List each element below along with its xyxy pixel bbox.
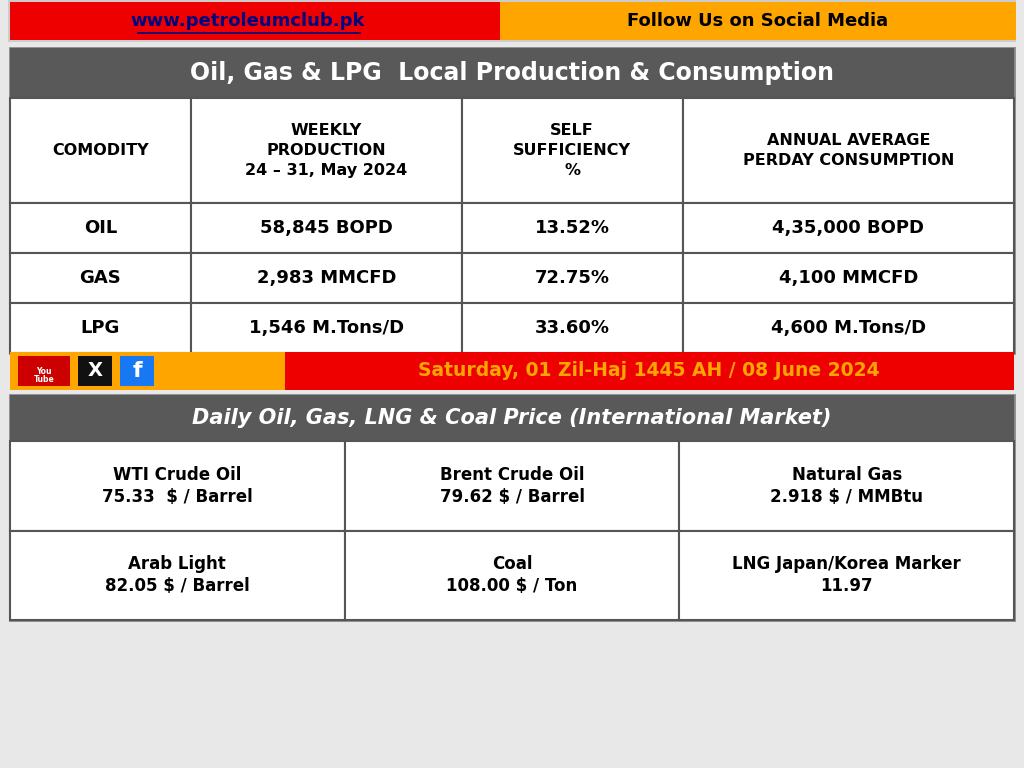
Bar <box>10 203 190 253</box>
Bar <box>683 203 1014 253</box>
Bar <box>345 441 679 531</box>
Bar <box>462 253 683 303</box>
Text: GAS: GAS <box>80 269 121 287</box>
Bar <box>190 303 462 353</box>
Text: Daily Oil, Gas, LNG & Coal Price (International Market): Daily Oil, Gas, LNG & Coal Price (Intern… <box>193 408 831 428</box>
Text: 13.52%: 13.52% <box>535 219 609 237</box>
Text: 2,983 MMCFD: 2,983 MMCFD <box>256 269 396 287</box>
Text: 11.97: 11.97 <box>820 578 873 595</box>
Text: 108.00 $ / Ton: 108.00 $ / Ton <box>446 578 578 595</box>
Bar <box>10 395 1014 620</box>
Bar <box>683 303 1014 353</box>
Text: 1,546 M.Tons/D: 1,546 M.Tons/D <box>249 319 403 337</box>
Text: 72.75%: 72.75% <box>535 269 609 287</box>
Bar <box>462 303 683 353</box>
Text: OIL: OIL <box>84 219 117 237</box>
Text: 79.62 $ / Barrel: 79.62 $ / Barrel <box>439 488 585 506</box>
Bar <box>285 352 1014 390</box>
Bar <box>190 203 462 253</box>
Text: Follow Us on Social Media: Follow Us on Social Media <box>628 12 889 30</box>
Text: 4,600 M.Tons/D: 4,600 M.Tons/D <box>771 319 926 337</box>
Bar <box>10 48 1014 353</box>
Bar <box>679 441 1014 531</box>
Text: Saturday, 01 Zil-Haj 1445 AH / 08 June 2024: Saturday, 01 Zil-Haj 1445 AH / 08 June 2… <box>418 362 880 380</box>
Bar <box>10 98 190 203</box>
Bar <box>120 356 154 386</box>
Bar <box>683 98 1014 203</box>
Text: Coal: Coal <box>492 555 532 573</box>
Bar <box>190 253 462 303</box>
Text: 4,35,000 BOPD: 4,35,000 BOPD <box>772 219 925 237</box>
Bar <box>10 441 345 531</box>
Text: 2.918 $ / MMBtu: 2.918 $ / MMBtu <box>770 488 924 506</box>
Bar <box>10 395 1014 441</box>
Text: Oil, Gas & LPG  Local Production & Consumption: Oil, Gas & LPG Local Production & Consum… <box>190 61 834 85</box>
Text: You: You <box>36 366 52 376</box>
Text: Brent Crude Oil: Brent Crude Oil <box>439 465 585 484</box>
Bar <box>462 203 683 253</box>
Bar <box>190 98 462 203</box>
Text: X: X <box>87 362 102 380</box>
Bar <box>10 303 190 353</box>
Bar <box>683 253 1014 303</box>
Text: Arab Light: Arab Light <box>128 555 226 573</box>
Bar <box>500 2 1016 40</box>
Text: 33.60%: 33.60% <box>535 319 609 337</box>
Bar <box>10 531 345 620</box>
Text: WTI Crude Oil: WTI Crude Oil <box>113 465 242 484</box>
Bar <box>679 531 1014 620</box>
Text: 75.33  $ / Barrel: 75.33 $ / Barrel <box>102 488 253 506</box>
Text: WEEKLY
PRODUCTION
24 – 31, May 2024: WEEKLY PRODUCTION 24 – 31, May 2024 <box>245 123 408 178</box>
Text: Natural Gas: Natural Gas <box>792 465 902 484</box>
Bar <box>345 531 679 620</box>
Text: LNG Japan/Korea Marker: LNG Japan/Korea Marker <box>732 555 962 573</box>
Text: Tube: Tube <box>34 375 54 383</box>
Bar <box>10 2 500 40</box>
Bar <box>78 356 112 386</box>
Text: 4,100 MMCFD: 4,100 MMCFD <box>778 269 919 287</box>
Bar <box>18 356 70 386</box>
Bar <box>10 352 285 390</box>
Text: www.petroleumclub.pk: www.petroleumclub.pk <box>131 12 366 30</box>
Text: f: f <box>132 361 141 381</box>
Text: 82.05 $ / Barrel: 82.05 $ / Barrel <box>104 578 250 595</box>
Bar <box>8 0 1016 42</box>
Bar <box>462 98 683 203</box>
Text: COMODITY: COMODITY <box>52 143 148 158</box>
Bar <box>10 48 1014 98</box>
Text: 58,845 BOPD: 58,845 BOPD <box>260 219 392 237</box>
Text: ANNUAL AVERAGE
PERDAY CONSUMPTION: ANNUAL AVERAGE PERDAY CONSUMPTION <box>742 133 954 168</box>
Text: SELF
SUFFICIENCY
%: SELF SUFFICIENCY % <box>513 123 631 178</box>
Bar <box>10 253 190 303</box>
Text: LPG: LPG <box>81 319 120 337</box>
